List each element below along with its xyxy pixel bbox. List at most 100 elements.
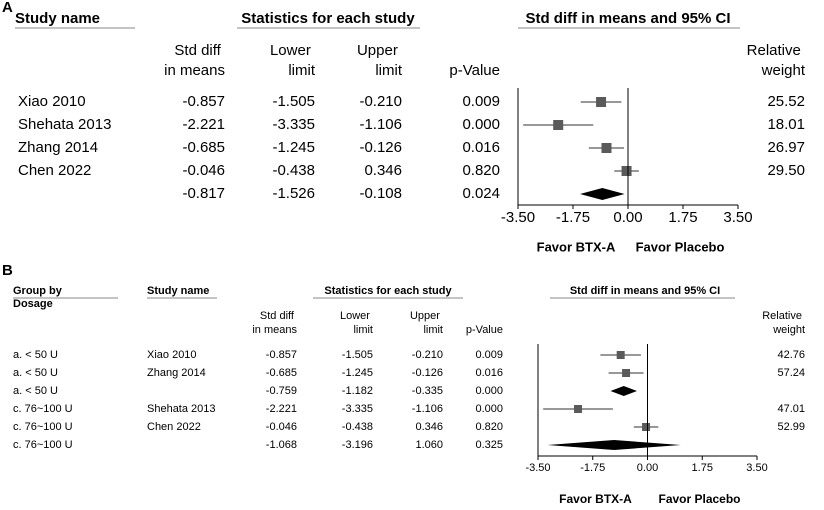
cell-value: -0.857 [182, 93, 225, 110]
group-name: a. < 50 U [13, 385, 58, 397]
cell-value: -1.182 [342, 385, 373, 397]
cell-value: 0.000 [475, 385, 503, 397]
cell-value: -0.857 [266, 349, 297, 361]
group-header: Dosage [13, 298, 53, 310]
cell-value: 0.820 [462, 162, 500, 179]
group-name: c. 76~100 U [13, 403, 73, 415]
column-header: Std diff in means [164, 42, 225, 79]
study-name: Shehata 2013 [18, 116, 111, 133]
cell-value: -1.245 [272, 139, 315, 156]
cell-value: -2.221 [266, 403, 297, 415]
study-name: Xiao 2010 [18, 93, 86, 110]
cell-value: -0.046 [266, 421, 297, 433]
study-header: Study name [147, 285, 209, 297]
column-header: Upper limit [357, 42, 403, 79]
group-name: c. 76~100 U [13, 421, 73, 433]
cell-value: 0.820 [475, 421, 503, 433]
x-tick-label: 0.00 [637, 462, 658, 474]
group-name: a. < 50 U [13, 349, 58, 361]
cell-value: 0.016 [475, 367, 503, 379]
cell-value: -0.685 [182, 139, 225, 156]
cell-value: -2.221 [182, 116, 225, 133]
cell-value: 47.01 [777, 403, 805, 415]
group-header: Group by [13, 285, 63, 297]
summary-diamond [610, 386, 638, 396]
x-tick-label: 1.75 [668, 209, 697, 226]
cell-value: -1.068 [266, 439, 297, 451]
study-name: Chen 2022 [18, 162, 91, 179]
cell-value: 0.024 [462, 185, 500, 202]
cell-value: 0.009 [475, 349, 503, 361]
cell-value: -0.685 [266, 367, 297, 379]
x-tick-label: -1.75 [556, 209, 590, 226]
cell-value: 26.97 [767, 139, 805, 156]
estimate-box [642, 423, 651, 431]
cell-value: 0.325 [475, 439, 503, 451]
cell-value: 0.346 [364, 162, 402, 179]
favor-right: Favor Placebo [636, 239, 725, 254]
cell-value: -0.046 [182, 162, 225, 179]
cell-value: -0.126 [359, 139, 402, 156]
column-header: Relative weight [747, 42, 806, 79]
cell-value: 1.060 [415, 439, 443, 451]
estimate-box [621, 166, 632, 176]
group-name: a. < 50 U [13, 367, 58, 379]
cell-value: -1.106 [359, 116, 402, 133]
x-tick-label: 3.50 [746, 462, 767, 474]
estimate-box [553, 120, 564, 130]
column-header: Lower limit [340, 310, 373, 336]
cell-value: 29.50 [767, 162, 805, 179]
favor-left: Favor BTX-A [559, 492, 632, 506]
cell-value: -1.505 [342, 349, 373, 361]
cell-value: -0.108 [359, 185, 402, 202]
favor-left: Favor BTX-A [537, 239, 616, 254]
plot-header: Std diff in means and 95% CI [570, 285, 720, 297]
estimate-box [596, 97, 607, 107]
x-tick-label: -3.50 [501, 209, 535, 226]
cell-value: -0.210 [359, 93, 402, 110]
stats-header: Statistics for each study [324, 285, 452, 297]
x-tick-label: -1.75 [580, 462, 605, 474]
x-tick-label: -3.50 [525, 462, 550, 474]
cell-value: 25.52 [767, 93, 805, 110]
plot-header: Std diff in means and 95% CI [525, 10, 730, 27]
study-name: Shehata 2013 [147, 403, 216, 415]
cell-value: 0.016 [462, 139, 500, 156]
cell-value: -1.505 [272, 93, 315, 110]
study-name: Zhang 2014 [147, 367, 206, 379]
panel-label: A [2, 0, 13, 16]
summary-diamond [580, 188, 625, 200]
cell-value: -0.126 [412, 367, 443, 379]
cell-value: 0.000 [462, 116, 500, 133]
column-header: p-Value [449, 62, 500, 79]
cell-value: -1.106 [412, 403, 443, 415]
column-header: Lower limit [270, 42, 316, 79]
study-name: Xiao 2010 [147, 349, 197, 361]
panel-label: B [2, 262, 13, 279]
summary-diamond [547, 440, 681, 450]
cell-value: 57.24 [777, 367, 805, 379]
favor-right: Favor Placebo [658, 492, 740, 506]
column-header: Std diff in means [252, 310, 297, 336]
cell-value: -3.196 [342, 439, 373, 451]
x-tick-label: 1.75 [692, 462, 713, 474]
study-name: Chen 2022 [147, 421, 201, 433]
cell-value: 52.99 [777, 421, 805, 433]
cell-value: 0.346 [415, 421, 443, 433]
study-name: Zhang 2014 [18, 139, 98, 156]
x-tick-label: 3.50 [723, 209, 752, 226]
cell-value: -3.335 [272, 116, 315, 133]
x-tick-label: 0.00 [613, 209, 642, 226]
estimate-box [601, 143, 612, 153]
cell-value: 0.009 [462, 93, 500, 110]
cell-value: -0.438 [272, 162, 315, 179]
cell-value: -0.335 [412, 385, 443, 397]
cell-value: -3.335 [342, 403, 373, 415]
cell-value: -0.817 [182, 185, 225, 202]
cell-value: -1.526 [272, 185, 315, 202]
column-header: Relative weight [762, 310, 805, 336]
group-name: c. 76~100 U [13, 439, 73, 451]
cell-value: 42.76 [777, 349, 805, 361]
cell-value: 0.000 [475, 403, 503, 415]
